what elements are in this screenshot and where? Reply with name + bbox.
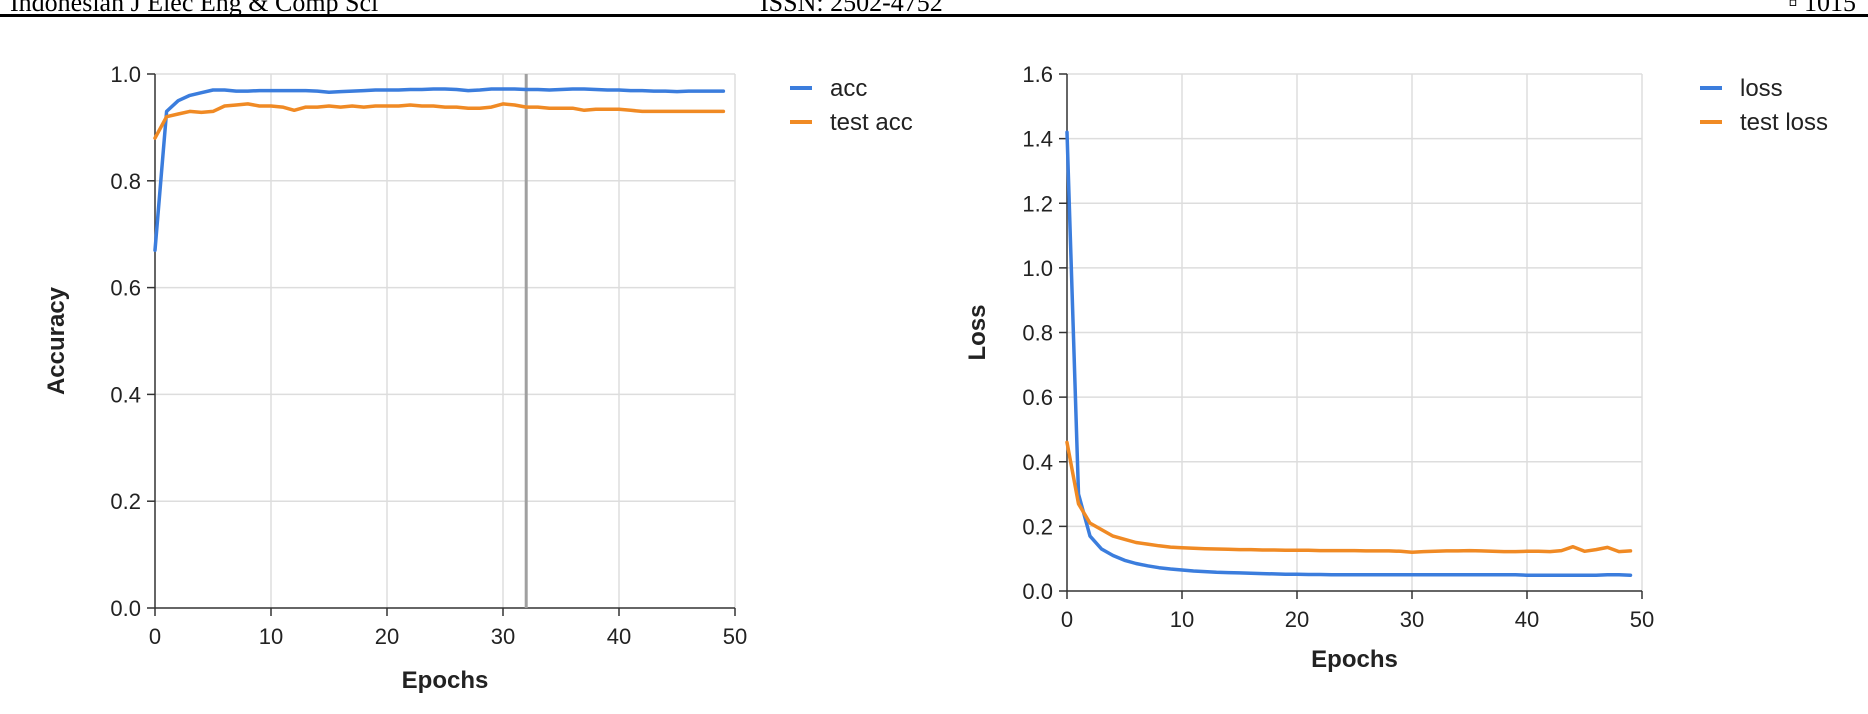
- y-tick-label: 0.6: [110, 276, 141, 301]
- series-line-test-acc: [153, 102, 726, 140]
- legend-label: test acc: [830, 109, 913, 136]
- x-tick-label: 40: [607, 624, 631, 649]
- legend-label: loss: [1740, 75, 1783, 102]
- x-axis-title: Epochs: [402, 667, 489, 694]
- y-axis-title: Loss: [964, 304, 991, 360]
- x-axis-title: Epochs: [1311, 646, 1398, 673]
- y-tick-label: 1.4: [1022, 127, 1053, 152]
- y-tick-label: 0.8: [110, 169, 141, 194]
- x-tick-label: 10: [1170, 607, 1194, 632]
- x-tick-label: 10: [259, 624, 283, 649]
- y-tick-label: 1.6: [1022, 62, 1053, 87]
- y-tick-label: 0.0: [110, 596, 141, 621]
- x-tick-label: 20: [375, 624, 399, 649]
- y-tick-label: 0.4: [1022, 450, 1053, 475]
- y-tick-label: 0.2: [1022, 514, 1053, 539]
- legend-label: acc: [830, 75, 867, 102]
- y-tick-label: 0.2: [110, 489, 141, 514]
- y-tick-label: 0.4: [110, 382, 141, 407]
- x-tick-label: 50: [1630, 607, 1654, 632]
- x-tick-label: 30: [491, 624, 515, 649]
- series-line-test-loss: [1065, 440, 1633, 554]
- x-tick-label: 30: [1400, 607, 1424, 632]
- y-tick-label: 1.0: [1022, 256, 1053, 281]
- y-tick-label: 0.0: [1022, 579, 1053, 604]
- x-tick-label: 40: [1515, 607, 1539, 632]
- x-tick-label: 20: [1285, 607, 1309, 632]
- y-tick-label: 1.0: [110, 62, 141, 87]
- series-line-loss: [1065, 130, 1633, 577]
- header-rule: [0, 14, 1868, 17]
- page-header: Indonesian J Elec Eng & Comp Sci ISSN: 2…: [0, 0, 1868, 20]
- loss-chart: 0 10 20 30 40 50 0.0 0.2 0.4 0.6 0.8 1.0 1.2 1.4 1.6 Ep…: [964, 62, 1828, 673]
- accuracy-chart: 0 10 20 30 40 50 0.0 0.2 0.4 0.6 0.8 1.0 Epochs Accur…: [43, 62, 913, 694]
- legend-label: test loss: [1740, 109, 1828, 136]
- series-line-acc: [153, 87, 726, 252]
- page-number: ▫ 1015: [1788, 0, 1856, 17]
- y-tick-label: 0.6: [1022, 385, 1053, 410]
- x-tick-label: 0: [149, 624, 161, 649]
- x-tick-label: 0: [1061, 607, 1073, 632]
- issn: ISSN: 2502-4752: [760, 0, 943, 17]
- x-tick-label: 50: [723, 624, 747, 649]
- y-axis-title: Accuracy: [43, 286, 70, 395]
- journal-name: Indonesian J Elec Eng & Comp Sci: [10, 0, 379, 17]
- y-tick-label: 0.8: [1022, 321, 1053, 346]
- y-tick-label: 1.2: [1022, 191, 1053, 216]
